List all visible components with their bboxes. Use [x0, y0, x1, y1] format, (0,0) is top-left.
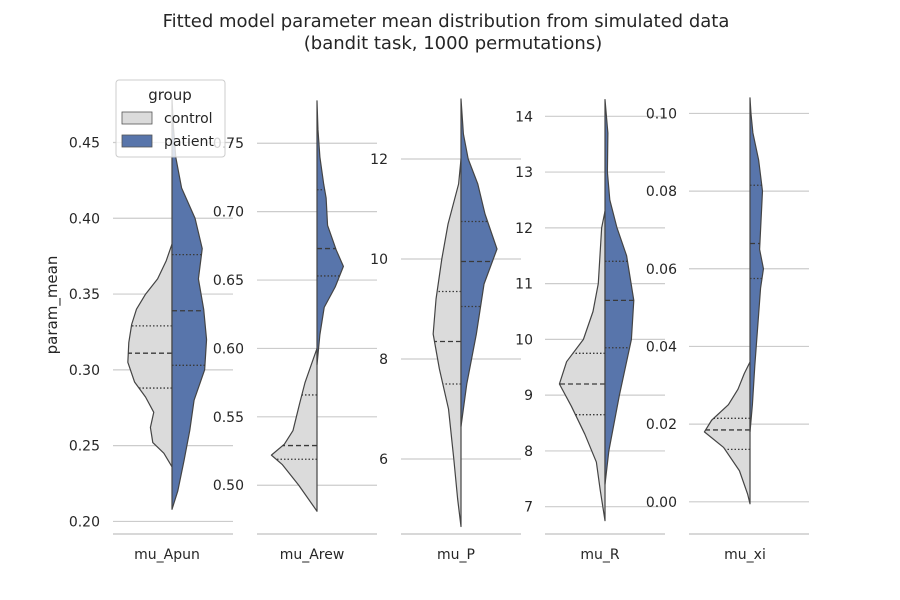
y-tick-label: 0.45	[69, 136, 100, 152]
legend-label-patient: patient	[164, 134, 214, 150]
y-tick-label: 0.55	[213, 410, 244, 426]
legend-title: group	[148, 86, 192, 104]
panel-mu_R: 7 8 9 10 11 12 13 14 mu_R	[515, 98, 665, 563]
x-tick-label: mu_Arew	[280, 547, 345, 563]
y-axis-label: param_mean	[43, 256, 62, 355]
y-tick-label: 12	[515, 221, 533, 237]
y-tick-label: 0.60	[213, 341, 244, 357]
violin-mu_P-patient	[460, 98, 498, 428]
y-tick-label: 0.65	[213, 273, 244, 289]
y-tick-label: 0.40	[69, 211, 100, 227]
y-tick-label: 13	[515, 165, 533, 181]
violin-mu_Arew-patient	[316, 100, 344, 366]
violin-mu_R-control	[558, 210, 606, 522]
y-tick-label: 0.20	[69, 514, 100, 530]
legend-label-control: control	[164, 111, 213, 127]
y-tick-label: 0.06	[646, 262, 677, 278]
y-tick-label: 0.30	[69, 363, 100, 379]
y-tick-label: 0.02	[646, 417, 677, 433]
y-tick-label: 12	[370, 152, 388, 168]
y-tick-label: 8	[524, 444, 533, 460]
panel-mu_xi: 0.00 0.02 0.04 0.06 0.08 0.10 mu_xi	[646, 97, 809, 563]
y-tick-label: 0.00	[646, 495, 677, 511]
x-tick-label: mu_xi	[724, 547, 766, 563]
x-tick-label: mu_R	[580, 547, 620, 563]
y-tick-label: 0.10	[646, 106, 677, 122]
chart-title-line-2: (bandit task, 1000 permutations)	[304, 33, 602, 54]
chart-title: Fitted model parameter mean distribution…	[163, 11, 730, 54]
x-tick-label: mu_Apun	[134, 547, 200, 563]
violin-mu_Apun-patient	[171, 97, 208, 510]
legend-swatch-control	[121, 111, 153, 125]
legend: group control patient	[115, 79, 226, 158]
y-tick-label: 14	[515, 109, 533, 125]
y-tick-label: 10	[370, 252, 388, 268]
x-tick-label: mu_P	[437, 547, 475, 563]
violin-mu_R-patient	[604, 98, 635, 485]
y-tick-label: 0.70	[213, 205, 244, 221]
chart-title-line-1: Fitted model parameter mean distribution…	[163, 11, 730, 32]
y-tick-label: 8	[379, 352, 388, 368]
y-tick-label: 9	[524, 388, 533, 404]
y-tick-label: 10	[515, 332, 533, 348]
y-tick-label: 0.25	[69, 439, 100, 455]
legend-swatch-patient	[121, 134, 153, 148]
violin-mu_xi-patient	[749, 97, 765, 433]
y-tick-label: 11	[515, 277, 533, 293]
violin-panels: 0.200.250.300.350.400.45mu_Apun0.500.550…	[69, 97, 809, 563]
y-tick-label: 0.08	[646, 184, 677, 200]
violin-mu_P-control	[432, 158, 462, 528]
violin-mu_Arew-control	[270, 347, 318, 512]
panel-mu_Apun: 0.20 0.25 0.30 0.35 0.40 0.45 mu_Apun	[69, 97, 233, 563]
y-tick-label: 7	[524, 500, 533, 516]
violin-mu_xi-control	[703, 361, 751, 505]
y-tick-label: 0.35	[69, 287, 100, 303]
y-tick-label: 0.04	[646, 339, 677, 355]
violin-mu_Apun-control	[127, 243, 173, 468]
y-tick-label: 6	[379, 452, 388, 468]
panel-mu_P: 6 8 10 12 mu_P	[370, 98, 521, 563]
y-tick-label: 0.50	[213, 478, 244, 494]
